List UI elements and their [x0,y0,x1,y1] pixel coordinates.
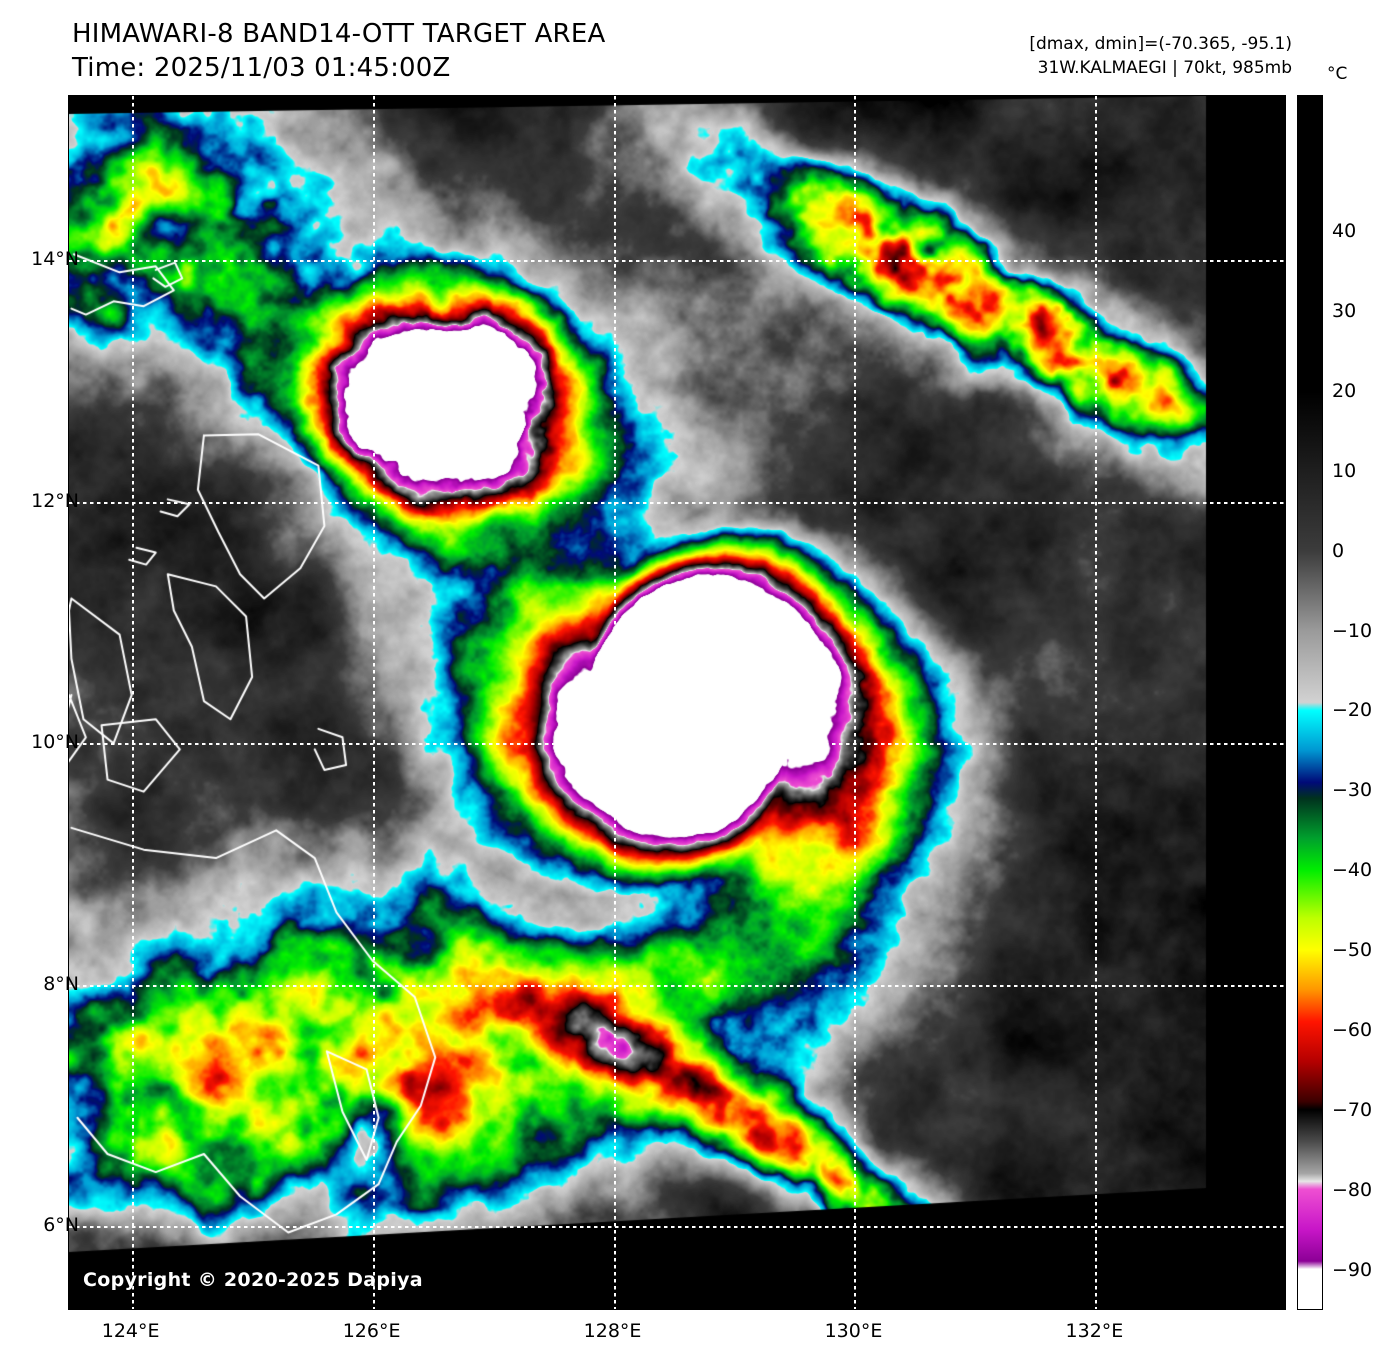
longitude-tick-126: 126°E [342,1320,401,1342]
colorbar-tick-10: 10 [1332,459,1357,482]
metadata-block: [dmax, dmin]=(-70.365, -95.1) 31W.KALMAE… [1029,32,1292,80]
colorbar-tick--80: −80 [1332,1179,1373,1202]
latitude-tick-12: 12°N [31,489,79,512]
colorbar-tick--90: −90 [1332,1259,1373,1282]
latitude-tick-6: 6°N [43,1214,79,1237]
latitude-tick-8: 8°N [43,972,79,995]
colorbar-tick--60: −60 [1332,1019,1373,1042]
longitude-tick-124: 124°E [101,1320,160,1342]
copyright-notice: Copyright © 2020-2025 Dapiya [83,1269,423,1291]
title-timestamp: Time: 2025/11/03 01:45:00Z [72,52,451,83]
temperature-colorbar[interactable] [1297,95,1323,1310]
colorbar-tick--40: −40 [1332,859,1373,882]
longitude-tick-130: 130°E [824,1320,883,1342]
longitude-tick-128: 128°E [583,1320,642,1342]
colorbar-tick--70: −70 [1332,1099,1373,1122]
colorbar-tick-20: 20 [1332,379,1357,402]
colorbar-gradient [1298,96,1322,1309]
page-title: HIMAWARI-8 BAND14-OTT TARGET AREA Time: … [72,18,605,86]
colorbar-tick-0: 0 [1332,539,1345,562]
colorbar-tick-30: 30 [1332,299,1357,322]
colorbar-tick--10: −10 [1332,619,1373,642]
colorbar-unit-label: °C [1327,64,1348,84]
colorbar-tick-40: 40 [1332,219,1357,242]
infrared-brightness-temperature-field [69,96,1285,1309]
storm-info-readout: 31W.KALMAEGI | 70kt, 985mb [1037,58,1292,79]
longitude-tick-132: 132°E [1065,1320,1124,1342]
satellite-image-plot[interactable]: Copyright © 2020-2025 Dapiya [68,95,1286,1310]
title-primary: HIMAWARI-8 BAND14-OTT TARGET AREA [72,19,606,49]
colorbar-tick--30: −30 [1332,779,1373,802]
colorbar-tick--50: −50 [1332,939,1373,962]
latitude-tick-14: 14°N [31,248,79,271]
infrared-satellite-swath [69,96,1285,1309]
dmax-dmin-readout: [dmax, dmin]=(-70.365, -95.1) [1029,34,1292,54]
latitude-tick-10: 10°N [31,731,79,754]
colorbar-tick--20: −20 [1332,699,1373,722]
